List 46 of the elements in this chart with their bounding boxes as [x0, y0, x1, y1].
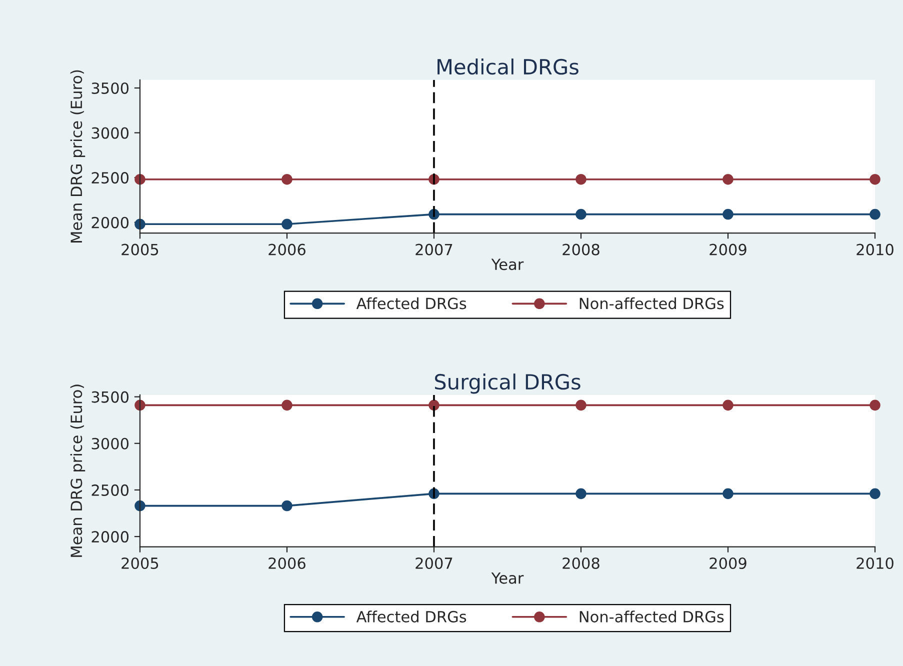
- x-tick-label: 2007: [416, 244, 452, 256]
- point: [722, 208, 734, 220]
- chart-title: Medical DRGs: [438, 58, 578, 75]
- y-tick-label: 3000: [92, 438, 129, 450]
- x-tick-label: 2005: [122, 557, 158, 570]
- point: [576, 488, 586, 500]
- legend-label: Non-affected DRGs: [580, 610, 724, 622]
- y-tick-label: 2000: [92, 216, 129, 228]
- point: [722, 488, 734, 500]
- y-axis-title: Mean DRG price (Euro): [70, 70, 86, 242]
- chart-title: Surgical DRGs: [434, 374, 580, 394]
- legend-label: Affected DRGs: [356, 297, 466, 310]
- point: [576, 174, 586, 185]
- point: [722, 174, 734, 185]
- legend-label: Non-affected DRGs: [580, 297, 724, 310]
- point: [282, 174, 292, 185]
- point: [870, 400, 880, 411]
- y-tick-label: 3500: [92, 82, 129, 94]
- x-tick-label: 2009: [710, 557, 746, 570]
- point: [870, 174, 880, 185]
- y-tick-label: 2500: [92, 484, 129, 496]
- y-tick-label: 2500: [92, 172, 129, 184]
- point: [282, 500, 292, 512]
- point: [722, 400, 734, 411]
- y-tick-label: 3000: [92, 127, 129, 139]
- point: [576, 400, 586, 411]
- y-tick-label: 3500: [92, 391, 129, 403]
- x-tick-label: 2006: [268, 244, 306, 256]
- x-tick-label: 2007: [416, 557, 452, 570]
- point: [870, 488, 880, 500]
- x-axis-title: Year: [491, 258, 524, 270]
- x-tick-label: 2008: [562, 557, 600, 570]
- y-axis-title: Mean DRG price (Euro): [70, 384, 86, 557]
- point: [282, 218, 292, 230]
- x-tick-label: 2010: [856, 244, 894, 256]
- x-tick-label: 2008: [562, 244, 600, 256]
- point: [870, 208, 880, 220]
- x-tick-label: 2005: [122, 244, 158, 256]
- x-tick-label: 2010: [856, 557, 894, 570]
- x-axis-title: Year: [491, 572, 524, 584]
- x-tick-label: 2006: [268, 557, 306, 570]
- x-tick-label: 2009: [710, 244, 746, 256]
- y-tick-label: 2000: [92, 531, 129, 543]
- point: [282, 400, 292, 411]
- legend-label: Affected DRGs: [356, 610, 466, 622]
- point: [576, 208, 586, 220]
